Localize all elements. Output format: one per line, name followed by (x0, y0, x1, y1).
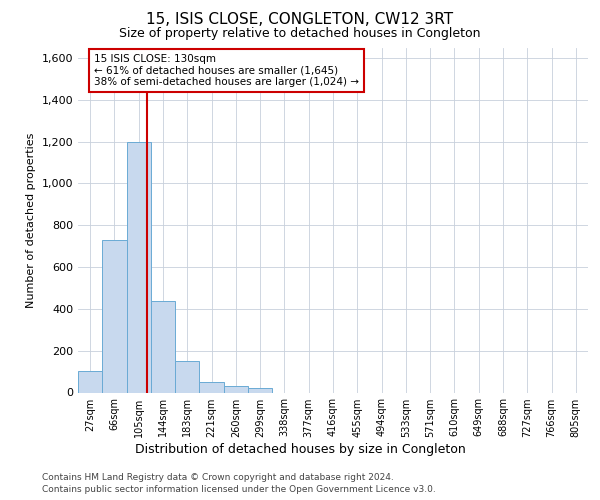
Bar (151, 300, 175, 392)
Bar (78, 370, 102, 392)
Bar (248, 388, 272, 392)
Bar (224, 386, 248, 392)
Bar (199, 382, 224, 392)
Text: 15 ISIS CLOSE: 130sqm
← 61% of detached houses are smaller (1,645)
38% of semi-d: 15 ISIS CLOSE: 130sqm ← 61% of detached … (94, 54, 359, 87)
Text: Size of property relative to detached houses in Congleton: Size of property relative to detached ho… (119, 28, 481, 40)
Y-axis label: Number of detached properties: Number of detached properties (26, 132, 36, 308)
Text: 15, ISIS CLOSE, CONGLETON, CW12 3RT: 15, ISIS CLOSE, CONGLETON, CW12 3RT (146, 12, 454, 28)
Text: Contains public sector information licensed under the Open Government Licence v3: Contains public sector information licen… (42, 485, 436, 494)
Text: Contains HM Land Registry data © Crown copyright and database right 2024.: Contains HM Land Registry data © Crown c… (42, 472, 394, 482)
Bar (127, 142, 151, 392)
Bar (102, 240, 127, 392)
Bar (175, 361, 199, 392)
Text: Distribution of detached houses by size in Congleton: Distribution of detached houses by size … (134, 442, 466, 456)
